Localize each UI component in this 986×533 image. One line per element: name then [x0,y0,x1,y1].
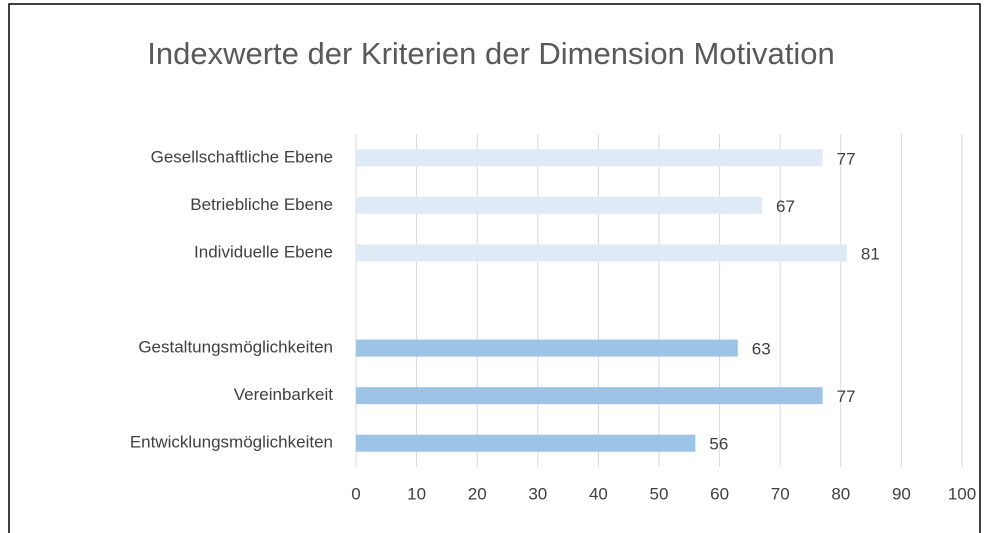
x-tick-label: 100 [948,484,976,503]
y-tick-label: Vereinbarkeit [234,385,334,404]
y-tick-label: Entwicklungsmöglichkeiten [130,433,333,452]
x-tick-label: 20 [468,484,487,503]
x-tick-label: 80 [831,484,850,503]
chart-frame [8,3,981,533]
value-label: 77 [837,149,856,168]
chart-title: Indexwerte der Kriterien der Dimension M… [147,36,834,71]
y-tick-label: Gesellschaftliche Ebene [151,147,333,166]
y-tick-label: Individuelle Ebene [194,242,333,261]
x-tick-label: 0 [351,484,360,503]
value-label: 67 [776,197,795,216]
x-tick-label: 70 [771,484,790,503]
value-label: 56 [709,435,728,454]
bar [356,196,763,214]
bar [356,339,738,357]
value-label: 63 [752,340,771,359]
bar [356,244,847,262]
bar [356,387,823,405]
x-tick-label: 10 [407,484,426,503]
y-tick-label: Betriebliche Ebene [190,195,333,214]
bar [356,434,696,452]
x-tick-label: 30 [528,484,547,503]
x-tick-label: 90 [892,484,911,503]
x-tick-label: 50 [650,484,669,503]
bar [356,149,823,167]
x-tick-label: 60 [710,484,729,503]
value-label: 81 [861,244,880,263]
x-tick-label: 40 [589,484,608,503]
y-tick-label: Gestaltungsmöglichkeiten [138,338,333,357]
value-label: 77 [837,387,856,406]
